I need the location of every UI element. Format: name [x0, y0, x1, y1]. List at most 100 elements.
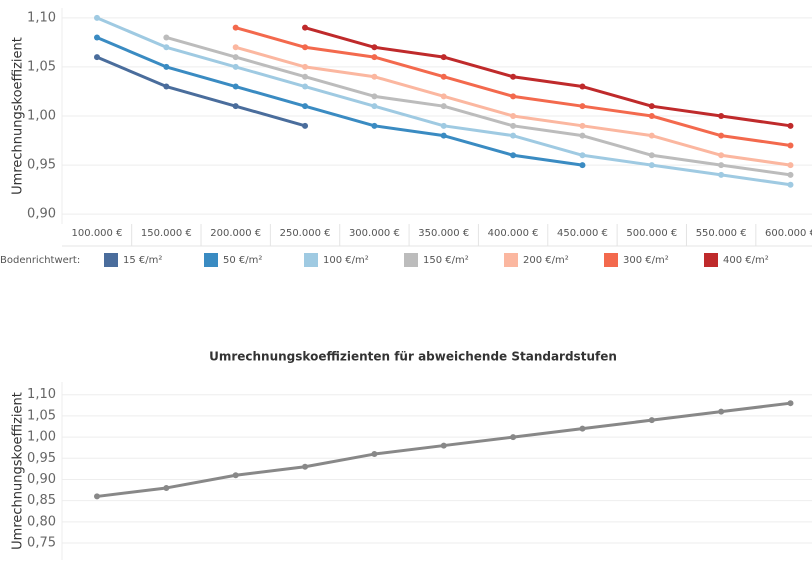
point	[302, 63, 309, 70]
y-axis-label: Umrechnungskoeffizient	[11, 392, 26, 550]
line	[96, 55, 306, 128]
point	[232, 103, 239, 110]
x-tick-label: 300.000 €	[349, 228, 400, 239]
point	[510, 73, 517, 80]
point	[94, 14, 100, 21]
point	[718, 162, 725, 169]
y-axis-label: Umrechnungskoeffizient	[11, 37, 26, 195]
point	[371, 93, 378, 100]
point	[232, 54, 239, 61]
point	[440, 103, 447, 110]
point	[579, 425, 586, 432]
point	[232, 472, 239, 479]
point	[371, 122, 378, 129]
point	[648, 113, 655, 119]
chart-title: Umrechnungskoeffizienten für abweichende…	[209, 350, 617, 364]
point	[718, 152, 725, 159]
point	[94, 54, 100, 61]
point	[163, 83, 170, 90]
point	[787, 171, 794, 178]
point	[579, 103, 586, 110]
point	[163, 44, 170, 51]
legend-swatch	[704, 253, 718, 267]
y-tick-label: 1,10	[27, 10, 56, 25]
point	[510, 93, 517, 100]
legend-label: 400 €/m²	[723, 255, 769, 266]
legend-label: 150 €/m²	[423, 255, 469, 266]
y-tick-label: 1,10	[27, 387, 56, 402]
point	[440, 93, 447, 100]
line	[96, 36, 583, 167]
point	[579, 122, 586, 129]
point	[232, 44, 239, 51]
point	[579, 152, 586, 159]
point	[440, 132, 447, 139]
y-tick-label: 0,75	[27, 536, 56, 551]
point	[648, 162, 655, 169]
line	[165, 36, 791, 177]
y-tick-label: 0,80	[27, 514, 56, 529]
point	[510, 434, 517, 441]
point	[440, 442, 447, 449]
y-tick-label: 0,90	[27, 207, 56, 222]
x-tick-label: 400.000 €	[488, 228, 539, 239]
legend-swatch	[504, 253, 518, 267]
point	[440, 73, 447, 80]
point	[787, 122, 794, 129]
legend-swatch	[304, 253, 318, 267]
legend-title: Bodenrichtwert:	[0, 255, 80, 266]
x-tick-label: 450.000 €	[557, 228, 608, 239]
line	[304, 26, 791, 128]
point	[510, 113, 517, 119]
point	[302, 103, 309, 110]
legend-label: 50 €/m²	[223, 255, 262, 266]
point	[787, 162, 794, 169]
point	[440, 54, 447, 61]
y-tick-label: 1,05	[27, 59, 56, 74]
point	[371, 103, 378, 110]
point	[302, 463, 309, 470]
y-tick-label: 0,95	[27, 158, 56, 173]
x-tick-label: 250.000 €	[280, 228, 331, 239]
point	[94, 493, 100, 500]
point	[648, 132, 655, 139]
point	[787, 181, 794, 188]
point	[302, 73, 309, 80]
point	[371, 54, 378, 61]
y-tick-label: 1,00	[27, 109, 56, 124]
point	[510, 122, 517, 129]
legend-label: 300 €/m²	[623, 255, 669, 266]
legend-swatch	[604, 253, 618, 267]
point	[302, 24, 309, 31]
point	[787, 142, 794, 149]
point	[510, 152, 517, 159]
y-tick-label: 0,90	[27, 472, 56, 487]
legend-label: 200 €/m²	[523, 255, 569, 266]
point	[232, 63, 239, 70]
point	[579, 83, 586, 90]
point	[579, 132, 586, 139]
point	[371, 44, 378, 51]
point	[718, 113, 725, 119]
point	[163, 484, 170, 491]
legend-swatch	[104, 253, 118, 267]
point	[163, 34, 170, 41]
point	[302, 44, 309, 51]
legend-label: 15 €/m²	[123, 255, 162, 266]
x-tick-label: 500.000 €	[626, 228, 677, 239]
y-tick-label: 0,85	[27, 493, 56, 508]
x-tick-label: 200.000 €	[210, 228, 261, 239]
x-tick-label: 550.000 €	[696, 228, 747, 239]
point	[787, 400, 794, 407]
legend-swatch	[404, 253, 418, 267]
point	[510, 132, 517, 139]
point	[718, 132, 725, 139]
x-tick-label: 100.000 €	[72, 228, 123, 239]
point	[94, 34, 100, 41]
line	[96, 401, 791, 498]
line	[235, 45, 791, 167]
point	[232, 24, 239, 31]
point	[163, 63, 170, 70]
y-tick-label: 0,95	[27, 451, 56, 466]
